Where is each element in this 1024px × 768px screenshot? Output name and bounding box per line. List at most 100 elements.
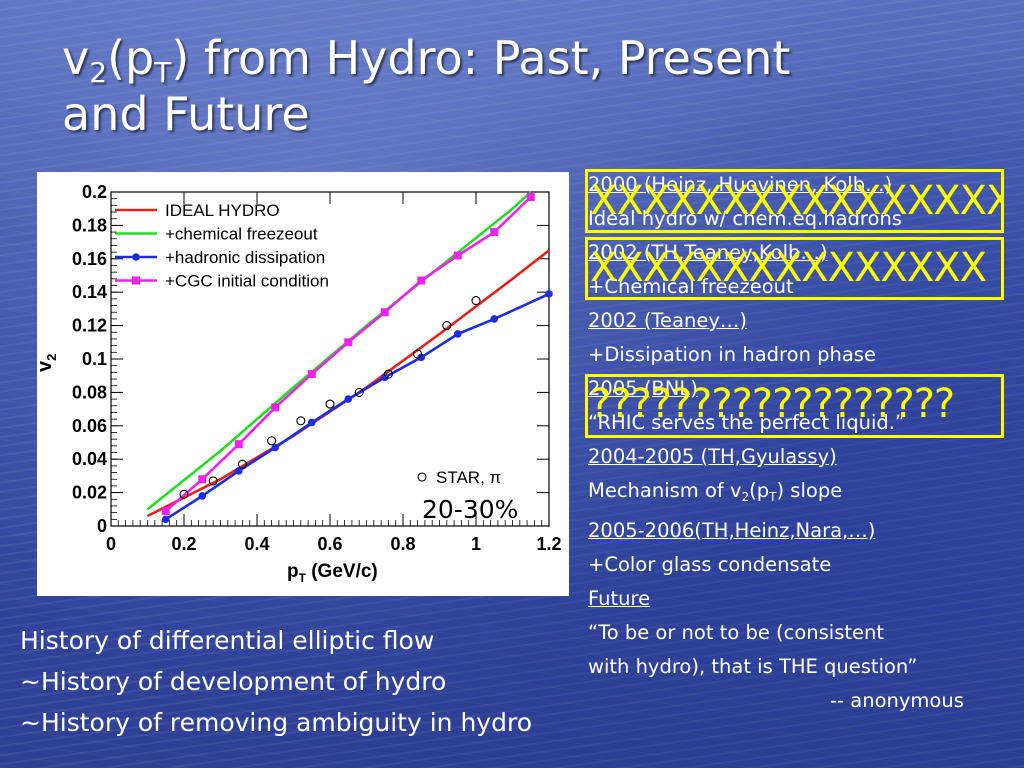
series-point-2 — [417, 353, 426, 362]
history-fragment: ) slope — [776, 479, 843, 502]
summary-line-1: History of differential elliptic flow — [20, 626, 435, 655]
history-line: -- anonymous — [588, 684, 1018, 718]
legend-label: +CGC initial condition — [165, 272, 329, 291]
y-axis-label: v2 — [37, 354, 59, 372]
series-point-3 — [307, 370, 316, 379]
history-line: 2005-2006(TH,Heinz,Nara,…) — [588, 514, 1018, 548]
title-line2: and Future — [62, 87, 310, 141]
history-line: Mechanism of v2(pT) slope — [588, 474, 1018, 514]
series-point-3 — [380, 308, 389, 317]
history-text: 2005-2006(TH,Heinz,Nara,…) — [588, 519, 876, 542]
history-line: with hydro), that is THE question” — [588, 650, 1018, 684]
history-line: 2000 (Heinz, Huovinen, Kolb…) — [588, 168, 1018, 202]
history-text: 2004-2005 (TH,Gyulassy) — [588, 445, 837, 468]
series-point-3 — [417, 276, 426, 285]
y-tick-label: 0.16 — [72, 249, 107, 269]
xlabel-rest: (GeV/c) — [306, 561, 378, 582]
data-point-4 — [442, 321, 452, 331]
history-line: +Chemical freezeout — [588, 270, 1018, 304]
history-text: “To be or not to be (consistent — [588, 621, 885, 644]
history-fragment: Mechanism of v — [588, 479, 742, 502]
series-point-2 — [271, 443, 280, 452]
x-tick-label: 0.4 — [244, 534, 269, 554]
history-text: +Chemical freezeout — [588, 275, 794, 298]
legend-label: +chemical freezeout — [165, 225, 318, 244]
bottom-summary: History of differential elliptic flow ~H… — [20, 620, 660, 743]
x-tick-label: 0.8 — [390, 534, 415, 554]
legend-marker — [132, 253, 140, 261]
history-text: 2005 (BNL) — [588, 377, 698, 400]
x-tick-label: 1 — [471, 534, 481, 554]
title-p: (p — [107, 31, 155, 85]
x-axis-label: pT (GeV/c) — [287, 561, 378, 585]
x-tick-label: 0 — [106, 534, 116, 554]
series-point-2 — [453, 330, 462, 338]
history-line: +Color glass condensate — [588, 548, 1018, 582]
xlabel-main: p — [287, 561, 299, 582]
summary-line-2: ~History of development of hydro — [20, 667, 447, 696]
y-tick-label: 0.12 — [72, 316, 107, 336]
y-tick-label: 0.08 — [72, 382, 107, 402]
data-point-4 — [237, 459, 247, 469]
history-text: “RHIC serves the perfect liquid.” — [588, 411, 906, 434]
history-line: 2002 (Teaney…) — [588, 304, 1018, 338]
series-layer — [146, 191, 553, 524]
y-tick-label: 0 — [97, 516, 107, 536]
v2-pt-chart: 0 0.2 0.4 0.6 0.8 1 1.2 0 0.02 0.04 0.06 0.08 0.1 0.1… — [37, 172, 569, 596]
history-text: 2000 (Heinz, Huovinen, Kolb…) — [588, 173, 893, 196]
data-point-4 — [471, 296, 481, 306]
data-point-4 — [179, 489, 189, 499]
x-tick-label: 0.2 — [171, 534, 196, 554]
series-point-3 — [344, 338, 353, 347]
legend-label: IDEAL HYDRO — [165, 201, 280, 220]
y-tick-label: 0.02 — [72, 483, 107, 503]
history-fragment: 2 — [741, 490, 750, 504]
series-point-2 — [198, 492, 207, 500]
history-line: +Dissipation in hadron phase — [588, 338, 1018, 372]
centrality-annotation: 20-30% — [422, 495, 518, 524]
series-point-3 — [526, 193, 535, 202]
slide-title: v2(pT) from Hydro: Past, Present and Fut… — [62, 30, 942, 142]
ylabel-main: v — [37, 360, 56, 372]
title-sub-2: 2 — [89, 56, 108, 89]
summary-line-3: ~History of removing ambiguity in hydro — [20, 708, 532, 737]
data-point-4 — [325, 399, 335, 409]
data-point-4 — [383, 369, 393, 379]
history-text: Ideal hydro w/ chem.eq.hadrons — [588, 207, 902, 230]
legend-marker-star — [417, 472, 427, 482]
series-point-2 — [545, 290, 553, 298]
y-tick-label: 0.14 — [72, 282, 107, 302]
title-v: v — [62, 31, 90, 85]
chart-svg: 0 0.2 0.4 0.6 0.8 1 1.2 0 0.02 0.04 0.06 0.08 0.1 0.1… — [37, 182, 562, 585]
ylabel-sub: 2 — [44, 354, 59, 361]
data-point-4 — [354, 387, 364, 397]
data-point-4 — [267, 436, 277, 446]
history-fragment: (p — [749, 479, 770, 502]
data-point-4 — [413, 349, 423, 359]
data-point-4 — [296, 416, 306, 426]
history-list: 2000 (Heinz, Huovinen, Kolb…) Ideal hydro… — [588, 168, 1018, 718]
history-text: 2002 (Teaney…) — [588, 309, 747, 332]
history-text: -- anonymous — [830, 689, 964, 712]
series-point-3 — [490, 228, 499, 237]
legend: IDEAL HYDRO +chemical freezeout +hadronic … — [115, 201, 501, 487]
series-point-2 — [490, 315, 499, 323]
series-point-3 — [453, 251, 462, 260]
series-point-3 — [161, 506, 170, 515]
series-point-3 — [234, 440, 243, 449]
history-line: 2005 (BNL) — [588, 372, 1018, 406]
y-tick-label: 0.2 — [82, 182, 107, 202]
series-point-3 — [198, 475, 207, 484]
series-point-2 — [380, 373, 389, 382]
series-point-2 — [161, 515, 170, 524]
axes-layer: 0 0.2 0.4 0.6 0.8 1 1.2 0 0.02 0.04 0.06 0.08 0.1 0.1… — [72, 182, 562, 554]
x-tick-label: 0.6 — [317, 534, 342, 554]
title-sub-t: T — [154, 56, 172, 89]
y-tick-label: 0.04 — [72, 449, 107, 469]
history-line: 2002 (TH,Teaney,Kolb…) — [588, 236, 1018, 270]
xlabel-sub: T — [299, 571, 307, 585]
history-text: +Dissipation in hadron phase — [588, 343, 876, 366]
x-tick-label: 1.2 — [536, 534, 561, 554]
series-point-3 — [271, 403, 280, 412]
title-rest: ) from Hydro: Past, Present — [171, 31, 791, 85]
